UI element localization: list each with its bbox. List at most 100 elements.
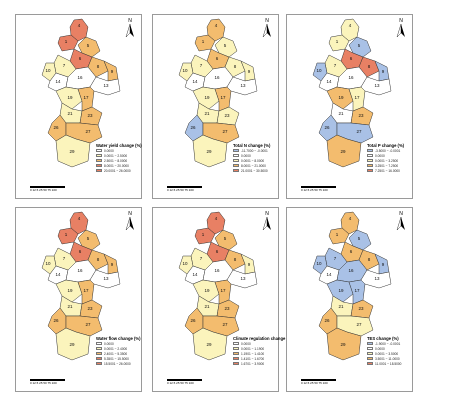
region-label: 19: [204, 288, 210, 293]
region-label: 14: [326, 79, 332, 84]
region-label: 8: [97, 64, 100, 69]
region-label: 17: [220, 95, 226, 100]
legend-swatch: [367, 346, 373, 351]
legend-label: 5.3501 ~ 15.5000: [104, 356, 129, 361]
region-label: 5: [87, 43, 90, 48]
region-north: [340, 18, 360, 42]
region-label: 5: [224, 43, 227, 48]
region-map: 4 1 5 6 7 8 9 10 14 16 13 19 17 21 23 26 27 29: [312, 211, 392, 361]
region-label: 17: [354, 288, 360, 293]
region-label: 9: [248, 69, 251, 74]
legend-item: -11.7000 ~ -0.0001: [233, 148, 279, 153]
legend-item: 0.0001 ~ 3.5000: [367, 351, 413, 356]
legend-swatch: [96, 153, 102, 158]
legend-label: 7.2501 ~ 16.0000: [375, 168, 400, 173]
north-arrow: N: [262, 18, 272, 40]
region-label: 19: [67, 95, 73, 100]
region-label: 5: [358, 43, 361, 48]
region-label: 1: [202, 39, 205, 44]
region-label: 14: [326, 272, 332, 277]
legend-label: 0.0001 ~ 3.2500: [375, 158, 399, 163]
region-label: 8: [368, 64, 371, 69]
legend-item: 0.0001 ~ 2.5000: [96, 153, 142, 158]
region-label: 10: [316, 68, 322, 73]
region-label: 26: [190, 318, 196, 323]
region-bottom: [326, 327, 362, 361]
legend-label: 0.0000: [104, 341, 114, 346]
legend-label: 1.1901 ~ 1.4100: [241, 351, 265, 356]
legend-label: 11.0001 ~ 18.5000: [375, 361, 402, 366]
region-north: [206, 18, 226, 42]
region-label: 1: [336, 39, 339, 44]
scale-segment: [301, 186, 308, 188]
region-label: 13: [103, 276, 109, 281]
scale-labels: 0 12.5 25 50 75 100: [167, 188, 194, 192]
region-label: 4: [349, 216, 352, 221]
scale-segment: [30, 186, 37, 188]
region-label: 23: [87, 113, 93, 118]
north-arrow: N: [125, 211, 135, 233]
north-arrow-icon: [125, 23, 134, 38]
scale-segment: [30, 379, 37, 381]
region-s3: [79, 299, 103, 319]
region-s3: [79, 106, 103, 126]
region-s3: [350, 106, 374, 126]
map-panel: 4 1 5 6 7 8 9 10 14 16 13 19 17 21 23 26 27 29 N Total P ch…: [286, 14, 413, 199]
north-arrow: N: [396, 18, 406, 40]
region-label: 14: [192, 272, 198, 277]
scale-segment: [174, 379, 181, 381]
north-label: N: [265, 18, 269, 24]
north-label: N: [399, 18, 403, 24]
legend-item: 3.5001 ~ 11.0000: [367, 356, 413, 361]
legend-item: 8.0001 ~ 20.0000: [96, 163, 142, 168]
region-label: 23: [224, 306, 230, 311]
region-label: 29: [206, 149, 212, 154]
legend-item: 7.2501 ~ 16.0000: [367, 168, 413, 173]
region-label: 9: [382, 69, 385, 74]
scale-segment: [44, 379, 51, 381]
legend-swatch: [367, 158, 373, 163]
north-arrow-icon: [396, 23, 405, 38]
region-label: 17: [83, 95, 89, 100]
legend-item: 1.1901 ~ 1.4100: [233, 351, 279, 356]
region-label: 7: [200, 63, 203, 68]
region-north: [340, 211, 360, 235]
legend-swatch: [367, 163, 373, 168]
region-label: 6: [79, 56, 82, 61]
region-label: 10: [182, 261, 188, 266]
region-label: 17: [220, 288, 226, 293]
region-label: 1: [202, 232, 205, 237]
legend-label: 0.0000: [241, 153, 251, 158]
legend-item: 0.0000: [96, 148, 142, 153]
region-label: 19: [338, 95, 344, 100]
region-label: 19: [67, 288, 73, 293]
legend-title: Water yield change (%): [96, 143, 142, 148]
legend-label: -11.7000 ~ -0.0001: [241, 148, 268, 153]
region-label: 8: [368, 257, 371, 262]
region-label: 27: [356, 322, 362, 327]
region-label: 10: [45, 261, 51, 266]
region-label: 21: [338, 304, 344, 309]
scale-segment: [167, 186, 174, 188]
region-label: 4: [78, 216, 81, 221]
legend-swatch: [233, 341, 239, 346]
region-label: 29: [206, 342, 212, 347]
legend-item: 0.0000: [233, 341, 279, 346]
legend-item: 1.4101 ~ 1.6700: [233, 356, 279, 361]
legend-item: 1.6701 ~ 3.9000: [233, 361, 279, 366]
region-label: 21: [204, 304, 210, 309]
scale-segment: [195, 379, 202, 381]
legend-item: 0.0000: [233, 153, 279, 158]
region-label: 1: [65, 39, 68, 44]
scale-bar: 0 12.5 25 50 75 100: [30, 379, 65, 389]
region-label: 13: [374, 276, 380, 281]
region-label: 23: [224, 113, 230, 118]
scale-segment: [37, 186, 44, 188]
region-label: 27: [85, 322, 91, 327]
region-label: 7: [334, 63, 337, 68]
map-panel: 4 1 5 6 7 8 9 10 14 16 13 19 17 21 23 26 27 29 N Water flow…: [15, 207, 142, 392]
legend-swatch: [367, 351, 373, 356]
legend-item: 0.0001 ~ 3.2500: [367, 158, 413, 163]
legend-item: 21.0001 ~ 30.5000: [233, 168, 279, 173]
scale-segment: [51, 379, 58, 381]
